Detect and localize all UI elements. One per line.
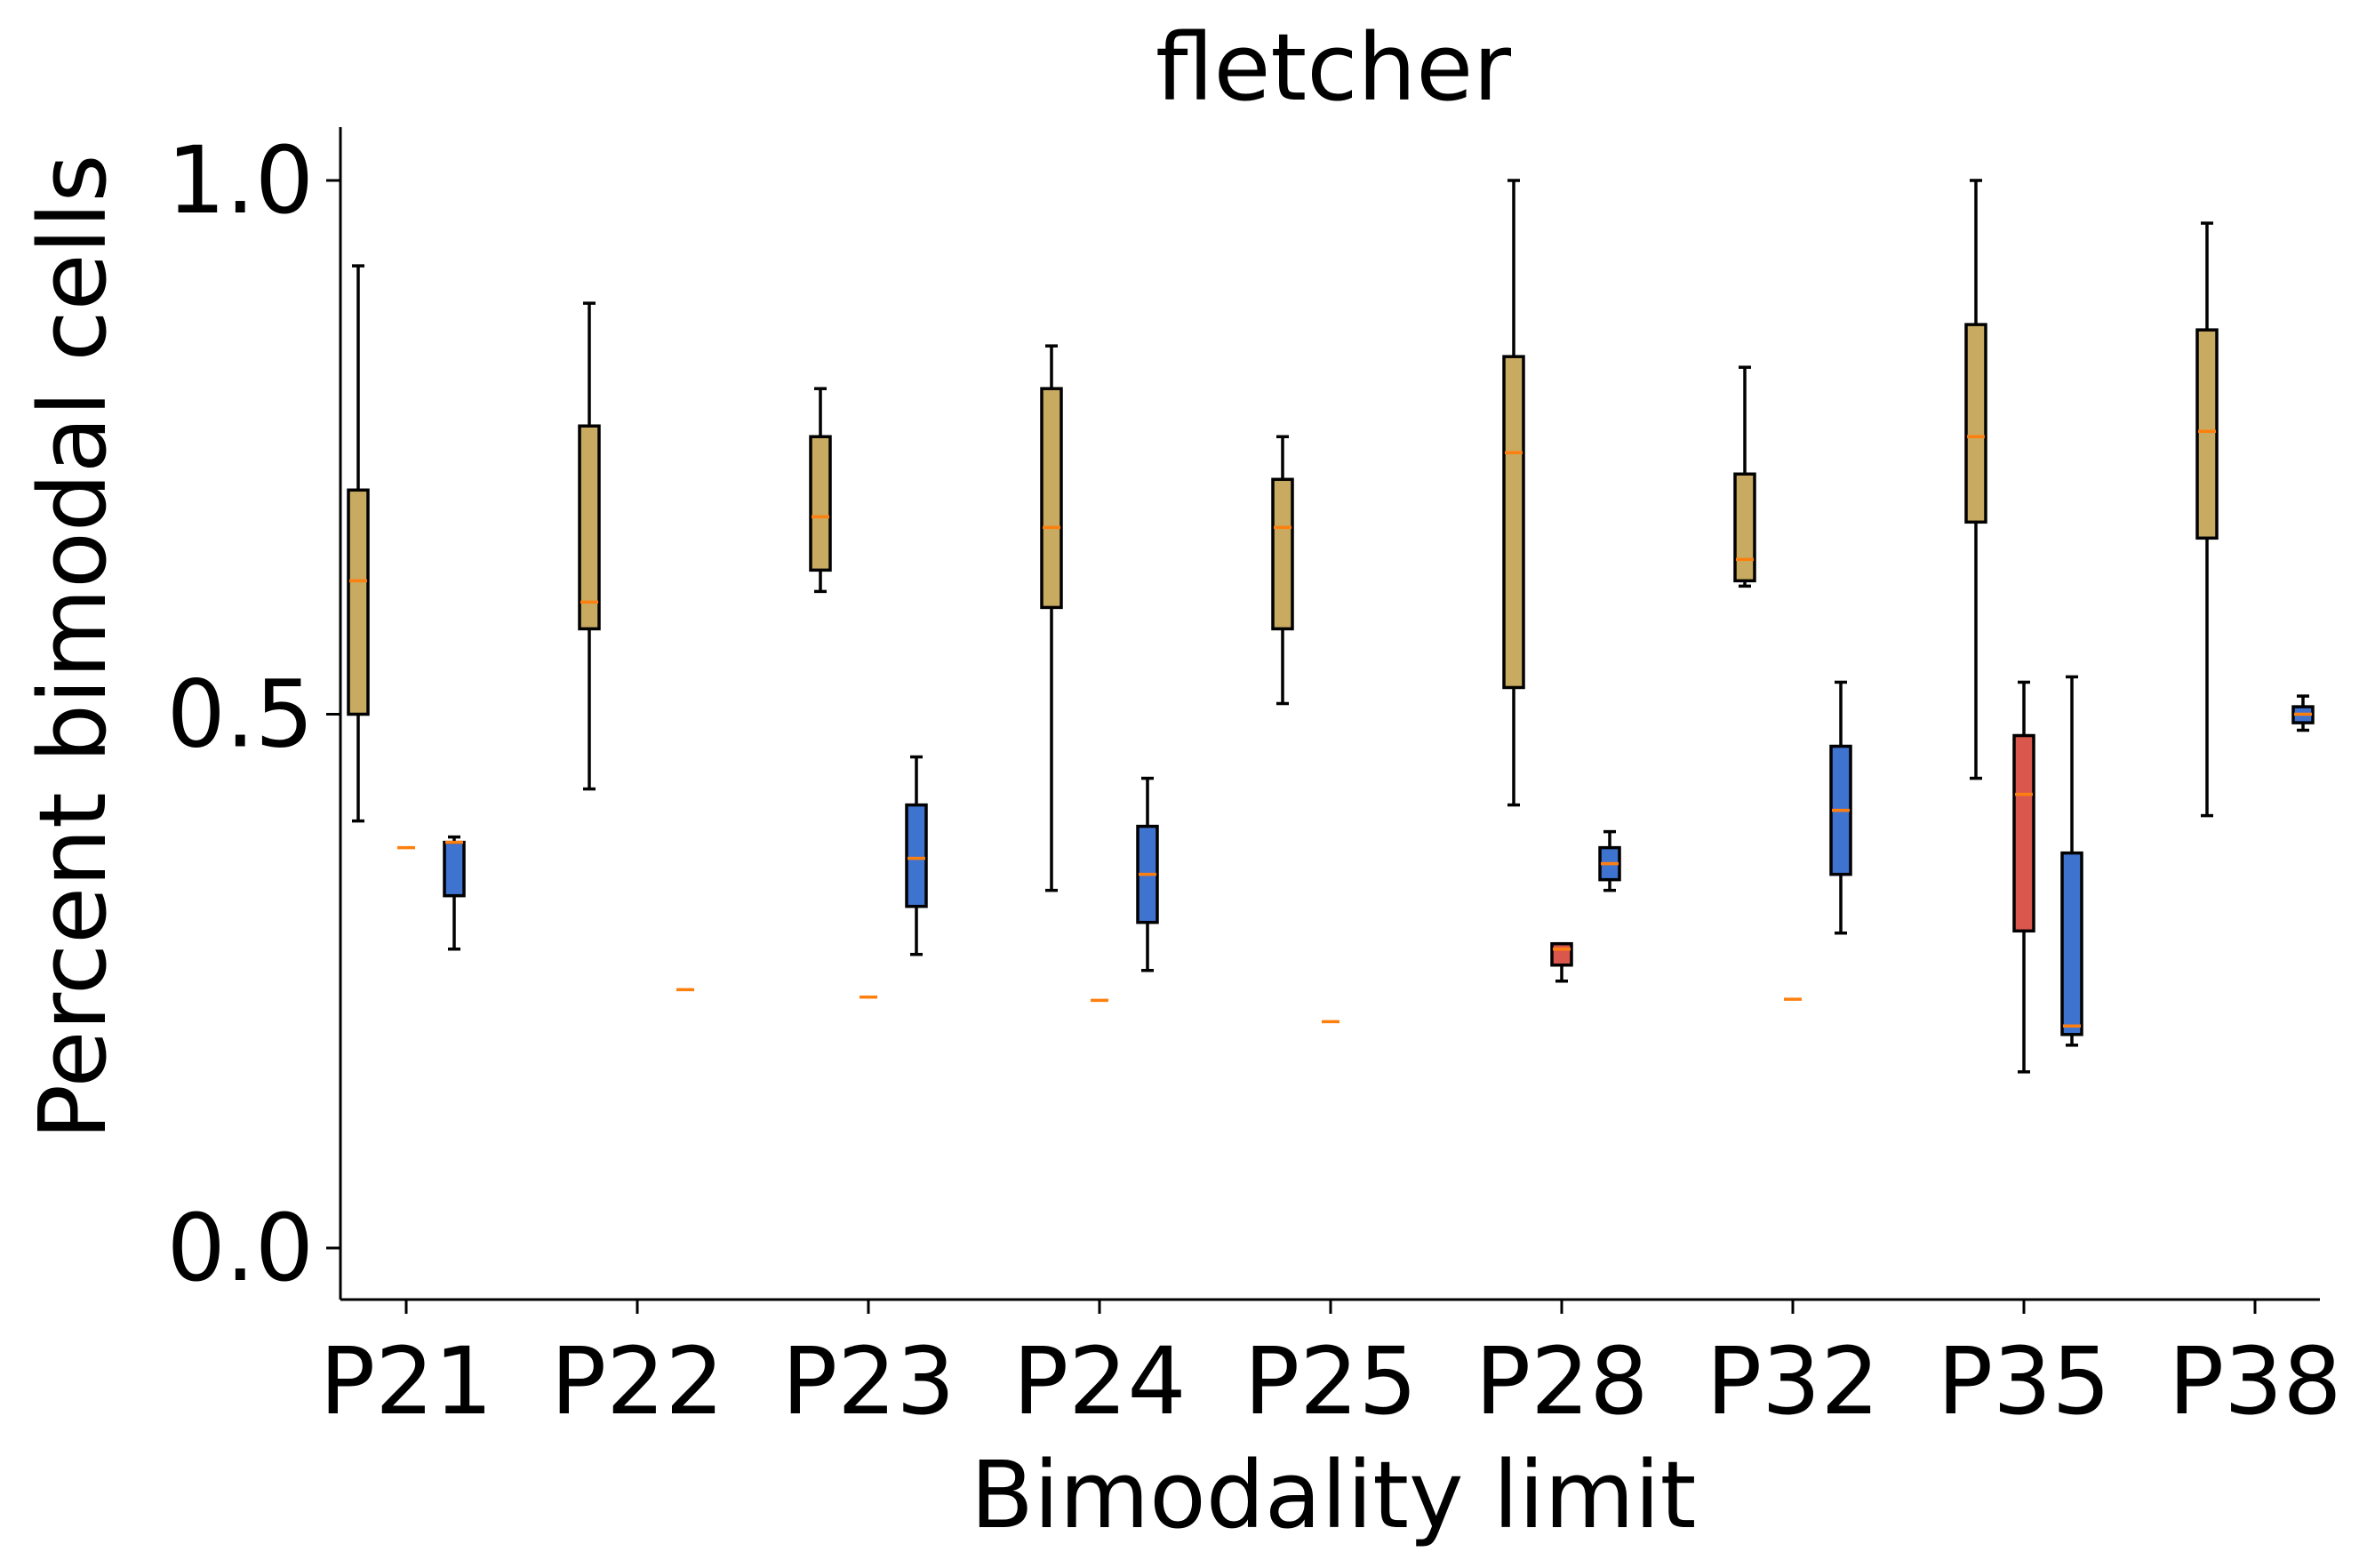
x-tick-label: P21 <box>319 1327 492 1436</box>
box-body <box>1271 477 1294 631</box>
box-blue-p23 <box>905 755 928 956</box>
x-tick-label: P23 <box>781 1327 955 1436</box>
box-gold-p28 <box>1502 179 1525 807</box>
box-body <box>347 488 370 716</box>
box-gold-p24 <box>1040 344 1063 892</box>
plot-area <box>347 179 2315 1074</box>
y-tick-label: 1.0 <box>167 126 314 235</box>
box-blue-p21 <box>443 835 466 951</box>
box-blue-p28 <box>1598 829 1621 892</box>
box-body <box>2012 733 2035 933</box>
box-blue-p35 <box>2060 675 2083 1047</box>
y-axis-label: Percent bimodal cells <box>19 154 127 1140</box>
x-tick-label: P28 <box>1475 1327 1648 1436</box>
box-gold-p32 <box>1733 365 1756 588</box>
box-gold-p23 <box>809 387 832 594</box>
x-tick-label: P38 <box>2168 1327 2341 1436</box>
box-body <box>809 435 832 572</box>
box-body <box>443 840 466 898</box>
box-body <box>2060 851 2083 1036</box>
x-tick-label: P22 <box>550 1327 724 1436</box>
box-red-p35 <box>2012 680 2035 1074</box>
box-gold-p22 <box>578 301 601 791</box>
box-body <box>1502 355 1525 690</box>
box-body <box>1733 472 1756 583</box>
box-body <box>578 424 601 631</box>
box-body <box>905 803 928 908</box>
y-tick-label: 0.0 <box>167 1194 314 1302</box>
box-gold-p21 <box>347 264 370 823</box>
box-blue-p24 <box>1136 776 1159 972</box>
box-body <box>1964 323 1987 524</box>
box-gold-p25 <box>1271 435 1294 706</box>
x-axis-label: Bimodality limit <box>971 1441 1697 1549</box>
x-tick-label: P24 <box>1012 1327 1186 1436</box>
box-gold-p38 <box>2195 221 2219 818</box>
box-blue-p38 <box>2291 694 2315 732</box>
box-body <box>1550 941 1573 967</box>
x-tick-label: P25 <box>1243 1327 1417 1436</box>
box-blue-p32 <box>1829 680 1852 935</box>
box-gold-p35 <box>1964 179 1987 780</box>
y-tick-label: 0.5 <box>167 660 314 769</box>
box-red-p28 <box>1550 941 1573 983</box>
x-tick-label: P32 <box>1706 1327 1879 1436</box>
x-tick-label: P35 <box>1937 1327 2110 1436</box>
chart-title: fletcher <box>1156 13 1511 122</box>
axes: 0.0 0.5 1.0 P21 P22 P23 P24 P25 P28 P32 P35 P38 <box>167 126 2342 1436</box>
box-body <box>2195 328 2219 540</box>
box-body <box>1040 387 1063 610</box>
